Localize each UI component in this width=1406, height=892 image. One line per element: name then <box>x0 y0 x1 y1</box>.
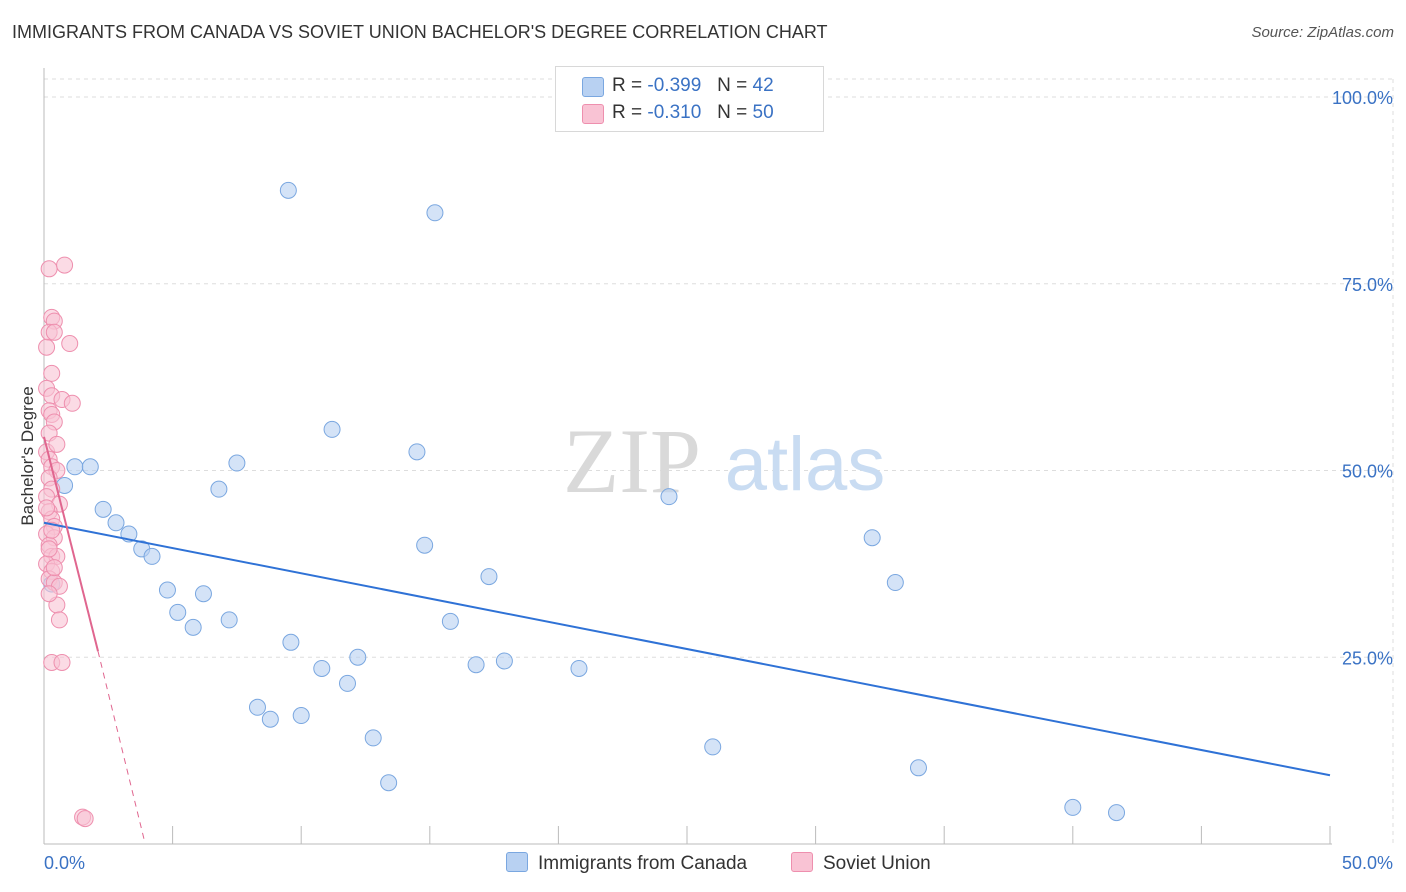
trend-lines <box>43 436 1331 841</box>
point-canada <box>408 443 426 461</box>
legend-swatch-soviet <box>582 104 604 124</box>
y-axis-label: Bachelor's Degree <box>18 386 37 526</box>
point-canada <box>279 181 297 199</box>
legend-n-label: N = <box>717 75 748 96</box>
point-soviet <box>43 521 61 539</box>
point-soviet <box>40 540 58 558</box>
trend-line-canada <box>43 521 1331 777</box>
point-soviet <box>61 335 79 353</box>
point-canada <box>323 420 341 438</box>
point-canada <box>380 774 398 792</box>
point-canada <box>909 759 927 777</box>
point-canada <box>220 611 238 629</box>
point-canada <box>863 529 881 547</box>
point-canada <box>1064 798 1082 816</box>
legend-n-value-canada: 42 <box>752 75 774 96</box>
point-canada <box>261 710 279 728</box>
point-canada <box>364 729 382 747</box>
point-soviet <box>50 611 68 629</box>
bottom-legend-soviet: Soviet Union <box>791 852 931 875</box>
point-canada <box>143 547 161 565</box>
correlation-legend: R = -0.399 N = 42 R = -0.310 N = 50 <box>555 66 824 132</box>
point-soviet <box>53 653 71 671</box>
bottom-legend-swatch-soviet <box>791 852 813 872</box>
point-canada <box>426 204 444 222</box>
point-canada <box>107 514 125 532</box>
tick-labels: 100.0% 75.0% 50.0% 25.0% 0.0% 50.0% <box>44 88 1393 873</box>
trend-line-soviet <box>43 436 99 652</box>
bottom-legend-label-canada: Immigrants from Canada <box>538 853 748 874</box>
trend-line-soviet-extension <box>97 651 145 841</box>
point-canada <box>169 603 187 621</box>
grid-lines <box>44 78 1394 844</box>
y-tick-label: 100.0% <box>1332 88 1393 108</box>
point-soviet <box>43 364 61 382</box>
y-tick-label: 50.0% <box>1342 462 1393 482</box>
bottom-legend-label-soviet: Soviet Union <box>823 853 931 874</box>
bottom-legend-canada: Immigrants from Canada <box>506 852 747 875</box>
point-canada <box>81 458 99 476</box>
legend-n-value-soviet: 50 <box>752 102 774 123</box>
point-soviet <box>63 394 81 412</box>
point-soviet <box>38 338 56 356</box>
point-canada <box>228 454 246 472</box>
point-canada <box>441 612 459 630</box>
data-points <box>38 181 1126 828</box>
point-canada <box>292 707 310 725</box>
watermark-atlas: atlas <box>725 422 886 507</box>
point-canada <box>338 674 356 692</box>
point-soviet <box>76 810 94 828</box>
legend-swatch-canada <box>582 77 604 97</box>
point-canada <box>886 574 904 592</box>
point-canada <box>313 659 331 677</box>
legend-n-label: N = <box>717 102 748 123</box>
point-soviet <box>45 323 63 341</box>
point-soviet <box>48 435 66 453</box>
point-canada <box>495 652 513 670</box>
point-soviet <box>38 499 56 517</box>
y-tick-label: 75.0% <box>1342 275 1393 295</box>
point-canada <box>349 648 367 666</box>
point-canada <box>416 536 434 554</box>
point-canada <box>210 480 228 498</box>
point-canada <box>660 488 678 506</box>
legend-r-value-canada: -0.399 <box>647 75 702 96</box>
x-tick-label-max: 50.0% <box>1342 853 1393 873</box>
y-tick-label: 25.0% <box>1342 648 1393 668</box>
point-soviet <box>45 559 63 577</box>
watermark-zip: ZIP <box>563 410 701 512</box>
x-tick-label-min: 0.0% <box>44 853 85 873</box>
point-canada <box>1108 804 1126 822</box>
point-soviet <box>40 260 58 278</box>
point-canada <box>704 738 722 756</box>
point-soviet <box>40 585 58 603</box>
point-canada <box>94 500 112 518</box>
point-canada <box>158 581 176 599</box>
bottom-legend-swatch-canada <box>506 852 528 872</box>
point-soviet <box>56 256 74 274</box>
source-credit: Source: ZipAtlas.com <box>1251 24 1394 41</box>
point-canada <box>467 656 485 674</box>
chart-title: IMMIGRANTS FROM CANADA VS SOVIET UNION B… <box>12 22 828 42</box>
legend-r-label: R = <box>612 75 643 96</box>
point-canada <box>282 633 300 651</box>
legend-r-value-soviet: -0.310 <box>647 102 702 123</box>
point-canada <box>66 458 84 476</box>
point-canada <box>248 698 266 716</box>
point-canada <box>480 568 498 586</box>
point-canada <box>570 659 588 677</box>
point-canada <box>184 618 202 636</box>
legend-r-label: R = <box>612 102 643 123</box>
point-canada <box>194 585 212 603</box>
